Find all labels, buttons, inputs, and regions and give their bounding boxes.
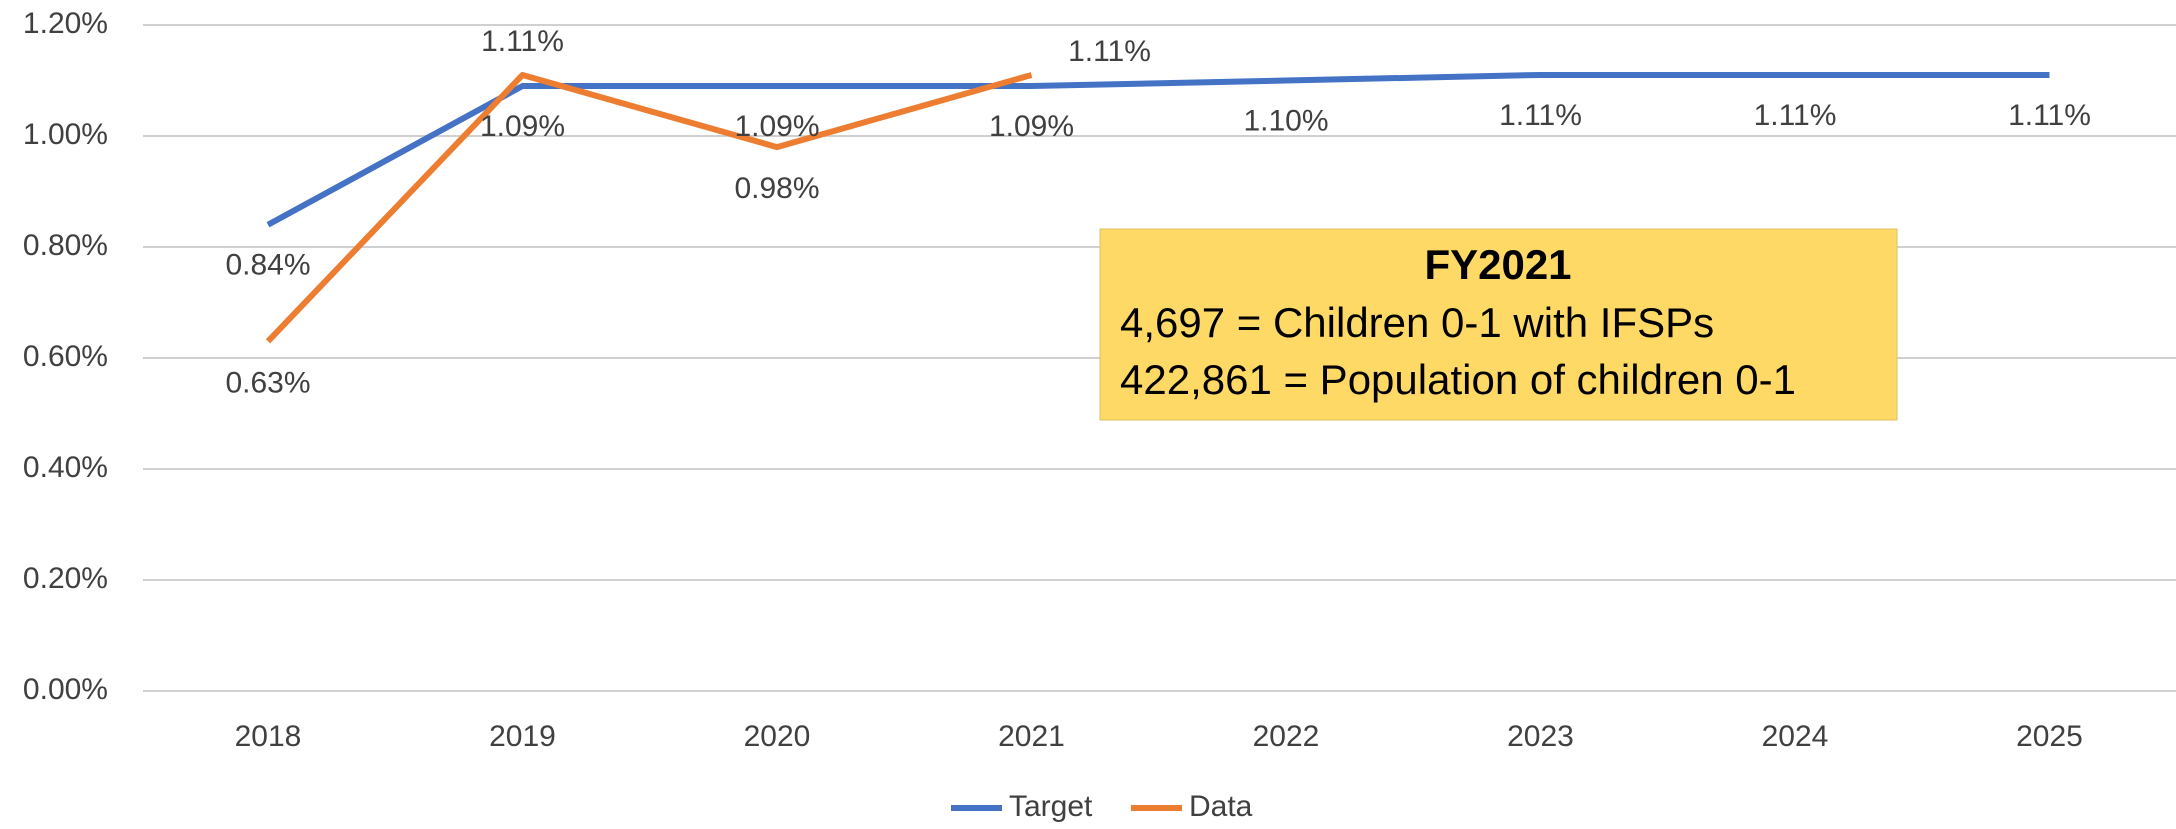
x-tick-label: 2018 — [235, 720, 302, 753]
y-tick-label: 1.00% — [23, 118, 108, 151]
data-label: 0.84% — [225, 249, 310, 282]
y-tick-label: 1.20% — [23, 7, 108, 40]
x-tick-label: 2022 — [1253, 720, 1320, 753]
data-label: 1.11% — [1499, 99, 1582, 132]
y-tick-label: 0.80% — [23, 229, 108, 262]
x-tick-label: 2023 — [1507, 720, 1574, 753]
labels: 0.00% 0.20% 0.40% 0.60% 0.80% 1.00% 1.20% 2018 2… — [23, 7, 2091, 753]
x-tick-label: 2024 — [1762, 720, 1829, 753]
data-label: 1.09% — [480, 110, 565, 143]
y-tick-label: 0.20% — [23, 562, 108, 595]
data-label: 0.98% — [734, 172, 819, 205]
y-tick-label: 0.60% — [23, 340, 108, 373]
data-label: 0.63% — [225, 366, 310, 399]
annotation-line: 4,697 = Children 0-1 with IFSPs — [1120, 299, 1714, 346]
legend-label: Data — [1189, 790, 1253, 823]
data-label: 1.11% — [2008, 99, 2091, 132]
series-line — [265, 71, 1033, 344]
series-line — [266, 71, 2050, 228]
lines — [265, 71, 2050, 344]
legend-label: Target — [1009, 790, 1093, 823]
annotation-line: 422,861 = Population of children 0-1 — [1120, 356, 1796, 403]
x-tick-label: 2025 — [2016, 720, 2083, 753]
x-tick-label: 2020 — [744, 720, 811, 753]
data-label: 1.11% — [481, 25, 564, 58]
data-label: 1.11% — [1068, 35, 1151, 68]
x-tick-label: 2019 — [489, 720, 556, 753]
annotation-title: FY2021 — [1424, 241, 1571, 288]
x-tick-label: 2021 — [998, 720, 1065, 753]
data-label: 1.09% — [734, 110, 819, 143]
annotation-box — [1099, 228, 1898, 421]
data-label: 1.11% — [1754, 99, 1837, 132]
data-label: 1.09% — [989, 110, 1074, 143]
y-tick-label: 0.00% — [23, 673, 108, 706]
y-tick-label: 0.40% — [23, 451, 108, 484]
data-label: 1.10% — [1243, 104, 1328, 137]
